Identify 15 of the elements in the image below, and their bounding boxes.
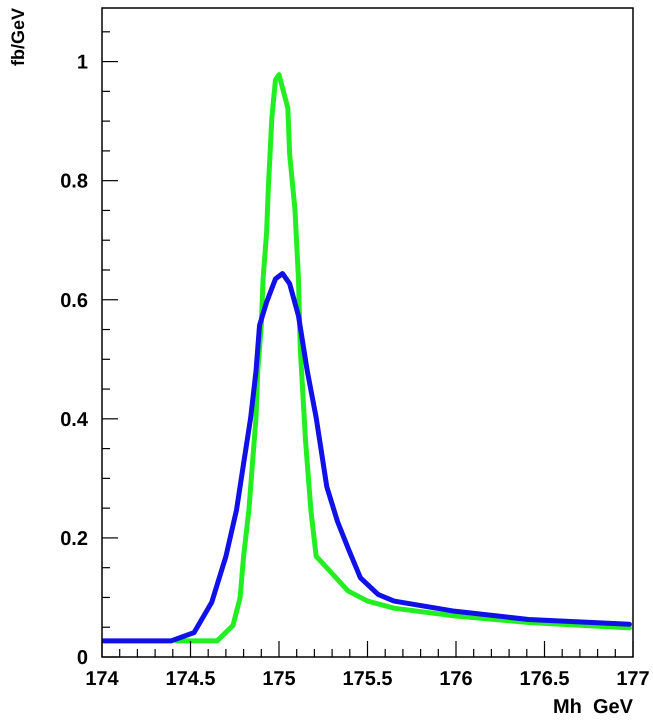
y-tick-label: 0.4: [60, 408, 89, 431]
y-tick-label: 0: [76, 647, 88, 669]
x-tick-label: 175.5: [342, 668, 393, 690]
x-tick-label: 177: [616, 668, 650, 690]
x-tick-label: 174.5: [165, 668, 216, 690]
y-tick-label: 0.8: [60, 170, 88, 193]
y-tick-label: 1: [76, 52, 88, 74]
x-axis-title: Mh GeV: [552, 696, 634, 718]
y-tick-label: 0.6: [60, 290, 88, 312]
x-tick-label: 174: [85, 668, 120, 690]
x-tick-label: 175: [262, 668, 296, 690]
x-tick-label: 176: [439, 668, 473, 690]
x-tick-label: 176.5: [519, 668, 570, 690]
y-tick-label: 0.2: [60, 528, 88, 550]
y-axis-title: fb/GeV: [8, 8, 28, 66]
